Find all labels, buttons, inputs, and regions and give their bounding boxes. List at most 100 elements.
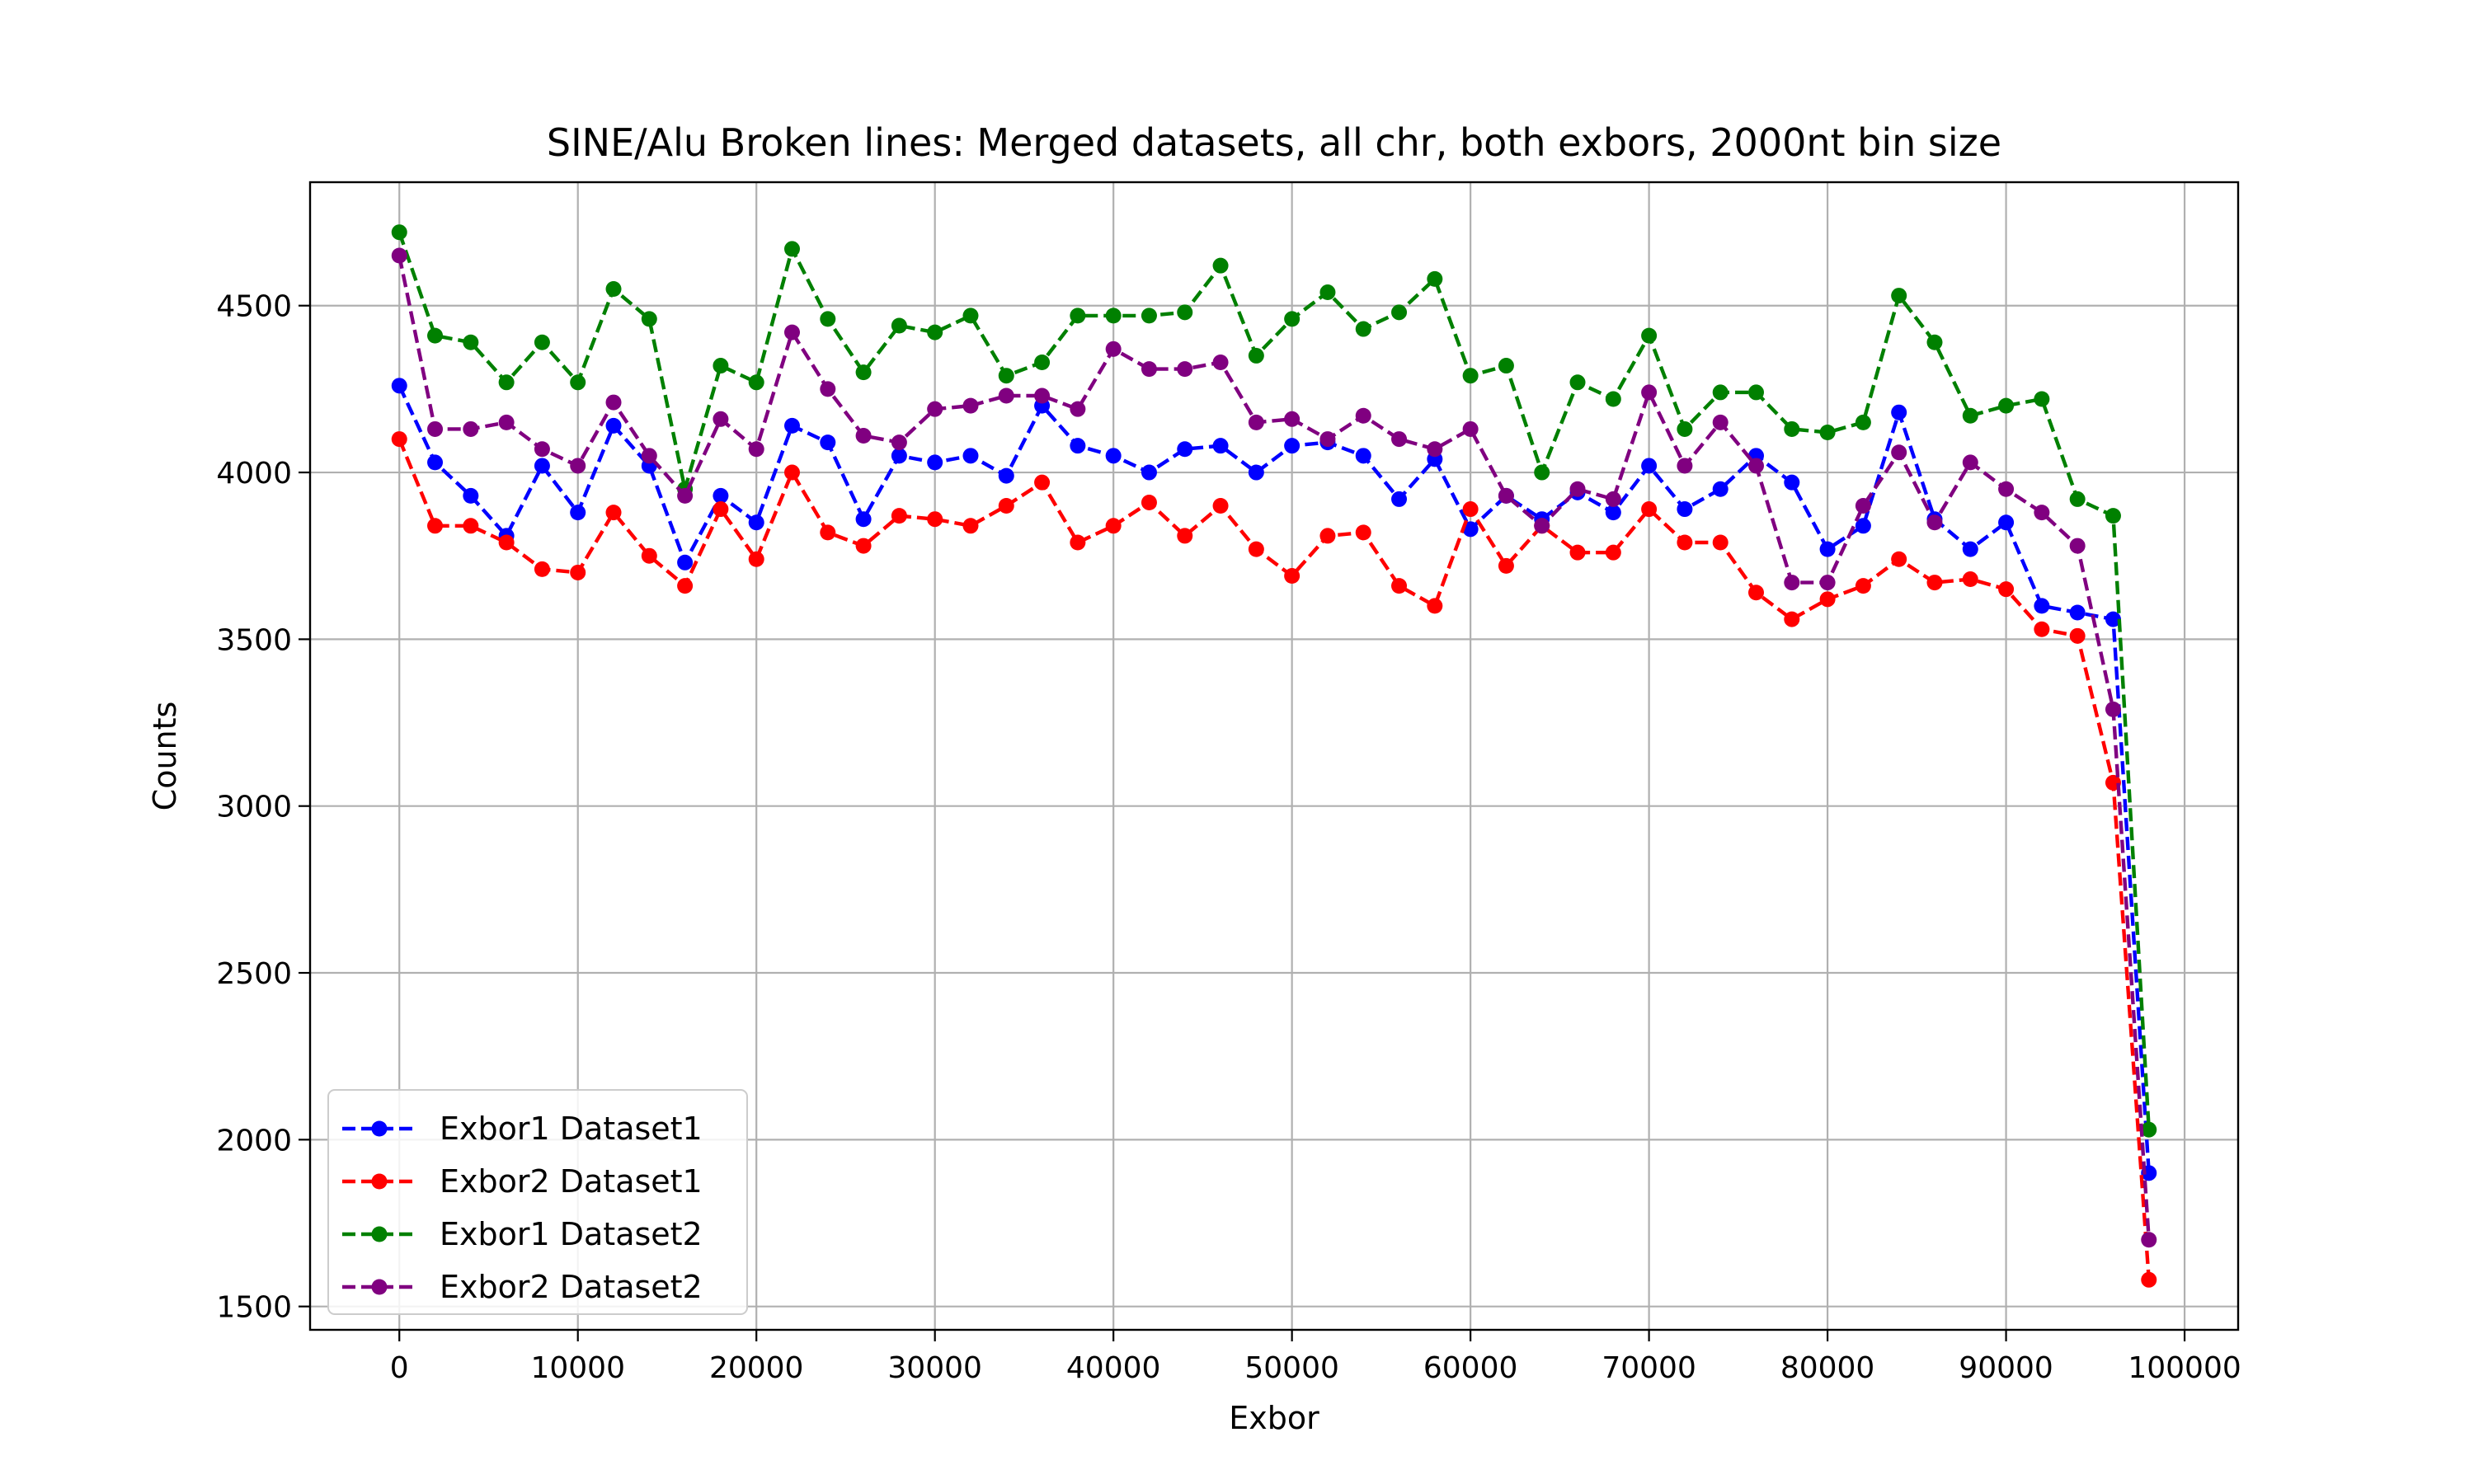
data-point: [391, 247, 407, 264]
data-point: [1926, 334, 1943, 350]
data-point: [1641, 458, 1658, 474]
data-point: [641, 311, 657, 327]
data-point: [498, 374, 515, 391]
data-point: [1605, 391, 1621, 407]
data-point: [1891, 404, 1907, 420]
legend-marker: [371, 1173, 388, 1190]
data-point: [1248, 464, 1264, 481]
data-point: [427, 518, 444, 534]
data-point: [1748, 585, 1764, 601]
data-point: [962, 518, 979, 534]
data-point: [463, 518, 479, 534]
data-point: [1641, 384, 1658, 401]
data-point: [1569, 544, 1586, 561]
data-point: [1819, 424, 1836, 440]
data-point: [2034, 621, 2050, 637]
legend-label: Exbor2 Dataset1: [440, 1163, 703, 1200]
data-point: [1605, 544, 1621, 561]
y-axis-label: Counts: [147, 702, 183, 811]
data-point: [927, 511, 943, 528]
data-point: [605, 505, 622, 521]
data-point: [1784, 474, 1800, 491]
data-point: [784, 464, 800, 481]
data-point: [748, 374, 764, 391]
data-point: [1712, 481, 1729, 497]
data-point: [2141, 1232, 2157, 1248]
data-point: [427, 454, 444, 471]
data-point: [2069, 627, 2086, 644]
data-point: [677, 554, 694, 571]
data-point: [748, 441, 764, 458]
y-tick-label: 1500: [216, 1291, 292, 1325]
data-point: [1212, 355, 1229, 371]
data-point: [1998, 481, 2015, 497]
data-point: [1462, 368, 1479, 384]
data-point: [605, 280, 622, 297]
data-point: [1998, 397, 2015, 414]
data-point: [1212, 257, 1229, 274]
data-point: [1855, 578, 1871, 594]
data-point: [962, 448, 979, 464]
plot-area: [391, 224, 2157, 1288]
data-point: [1141, 494, 1157, 510]
data-point: [998, 467, 1014, 484]
data-point: [1070, 308, 1086, 324]
y-tick-label: 2000: [216, 1124, 292, 1158]
data-point: [570, 564, 586, 580]
data-point: [534, 441, 550, 458]
data-point: [1962, 541, 1978, 557]
data-point: [891, 448, 907, 464]
data-point: [1926, 514, 1943, 531]
grid: [310, 182, 2238, 1330]
data-point: [1391, 491, 1408, 507]
data-point: [1748, 458, 1764, 474]
data-point: [570, 458, 586, 474]
legend-box: [327, 1089, 748, 1315]
series-2: [391, 431, 2157, 1288]
data-point: [1355, 448, 1371, 464]
legend-label: Exbor2 Dataset2: [440, 1269, 703, 1305]
data-point: [1177, 528, 1193, 544]
data-point: [1141, 464, 1157, 481]
x-tick-label: 40000: [1066, 1351, 1161, 1385]
x-tick-label: 60000: [1423, 1351, 1518, 1385]
data-point: [1855, 414, 1871, 430]
data-point: [748, 551, 764, 567]
legend-marker: [371, 1226, 388, 1242]
data-point: [1070, 534, 1086, 551]
data-point: [1034, 474, 1051, 491]
data-point: [1677, 501, 1693, 518]
data-point: [677, 578, 694, 594]
data-point: [1105, 518, 1122, 534]
data-point: [1177, 304, 1193, 321]
legend-label: Exbor1 Dataset1: [440, 1111, 703, 1147]
x-tick-label: 50000: [1244, 1351, 1339, 1385]
x-tick-label: 100000: [2128, 1351, 2241, 1385]
data-point: [1498, 557, 1514, 574]
data-point: [498, 414, 515, 430]
data-point: [927, 454, 943, 471]
data-point: [1391, 578, 1408, 594]
data-point: [784, 324, 800, 340]
data-point: [677, 487, 694, 504]
y-tick-label: 3000: [216, 791, 292, 824]
data-point: [570, 374, 586, 391]
x-axis-label: Exbor: [1229, 1400, 1319, 1436]
chart-title: SINE/Alu Broken lines: Merged datasets, …: [547, 120, 2001, 165]
data-point: [1177, 441, 1193, 458]
x-tick-label: 20000: [709, 1351, 804, 1385]
legend-marker: [371, 1120, 388, 1137]
legend-item: Exbor2 Dataset2: [342, 1269, 703, 1305]
data-point: [1748, 384, 1764, 401]
data-point: [1034, 355, 1051, 371]
data-point: [2105, 611, 2121, 627]
data-point: [1819, 575, 1836, 591]
data-point: [820, 524, 836, 541]
data-point: [1569, 374, 1586, 391]
data-point: [1427, 441, 1443, 458]
data-point: [641, 448, 657, 464]
data-point: [1784, 420, 1800, 437]
data-point: [713, 487, 729, 504]
data-point: [1248, 541, 1264, 557]
